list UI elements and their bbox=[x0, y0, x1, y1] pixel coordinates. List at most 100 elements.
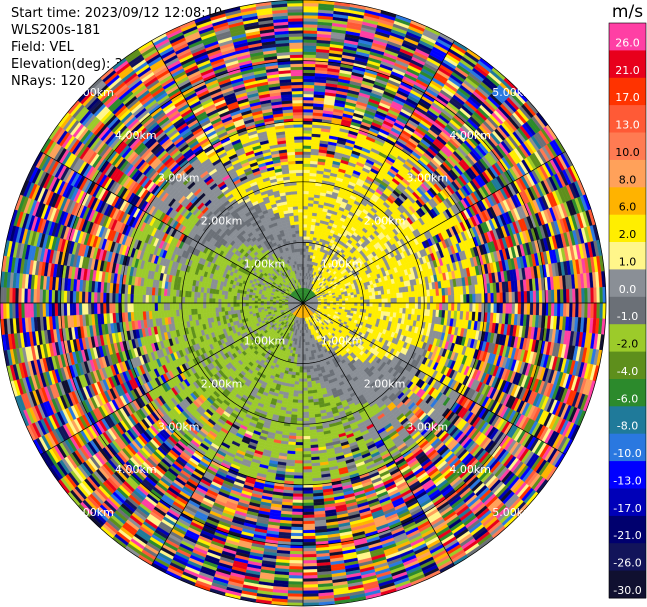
gate-cell bbox=[375, 294, 379, 300]
gate-cell bbox=[590, 287, 595, 304]
gate-cell bbox=[575, 302, 579, 318]
gate-cell bbox=[302, 245, 307, 249]
gate-cell bbox=[363, 299, 367, 304]
gate-cell bbox=[575, 288, 579, 304]
gate-cell bbox=[306, 233, 311, 237]
gate-cell bbox=[396, 297, 401, 304]
gate-cell bbox=[302, 211, 308, 216]
gate-cell bbox=[372, 306, 376, 311]
gate-cell bbox=[508, 291, 513, 304]
gate-cell bbox=[469, 302, 473, 313]
gate-cell bbox=[302, 157, 311, 161]
gate-cell bbox=[302, 5, 319, 10]
instrument-name-text: WLS200s-181 bbox=[11, 23, 101, 38]
gate-cell bbox=[466, 294, 470, 304]
gate-cell bbox=[302, 2, 319, 7]
gate-cell bbox=[307, 206, 314, 210]
gate-cell bbox=[348, 297, 352, 301]
gate-cell bbox=[411, 302, 416, 310]
gate-cell bbox=[520, 291, 525, 304]
gate-cell bbox=[599, 302, 604, 319]
gate-cell bbox=[396, 302, 401, 309]
gate-cell bbox=[442, 302, 446, 311]
gate-cell bbox=[429, 302, 434, 310]
field-text: Field: VEL bbox=[11, 40, 74, 55]
gate-cell bbox=[590, 302, 595, 319]
gate-cell bbox=[375, 302, 379, 308]
gate-cell bbox=[523, 291, 528, 304]
gate-cell bbox=[417, 296, 422, 304]
gate-cell bbox=[584, 287, 588, 304]
gate-cell bbox=[302, 154, 311, 158]
gate-cell bbox=[302, 130, 313, 134]
gate-cell bbox=[432, 295, 437, 304]
gate-cell bbox=[302, 196, 309, 201]
gate-cell bbox=[348, 302, 352, 306]
gate-cell bbox=[405, 297, 410, 304]
gate-cell bbox=[378, 302, 382, 308]
gate-cell bbox=[354, 305, 358, 309]
gate-cell bbox=[375, 298, 379, 304]
gate-cell bbox=[353, 294, 358, 298]
gate-cell bbox=[547, 289, 552, 304]
gate-cell bbox=[517, 302, 522, 315]
gate-cell bbox=[560, 302, 564, 317]
gate-cell bbox=[502, 292, 507, 304]
gate-cell bbox=[302, 199, 309, 204]
gate-cell bbox=[420, 302, 425, 310]
gate-cell bbox=[487, 293, 492, 304]
gate-cell bbox=[454, 302, 458, 312]
gate-cell bbox=[378, 306, 382, 312]
gate-cell bbox=[366, 306, 370, 311]
gate-cell bbox=[550, 302, 555, 317]
gate-cell bbox=[390, 302, 395, 308]
gate-cell bbox=[357, 299, 361, 304]
gate-cell bbox=[439, 295, 443, 304]
gate-cell bbox=[384, 293, 388, 299]
gate-cell bbox=[499, 302, 504, 314]
gate-cell bbox=[514, 302, 519, 315]
gate-cell bbox=[426, 302, 431, 310]
gate-cell bbox=[378, 298, 382, 304]
gate-cell bbox=[532, 302, 537, 316]
gate-cell bbox=[584, 302, 588, 319]
gate-cell bbox=[499, 292, 504, 304]
gate-cell bbox=[302, 63, 316, 68]
gate-cell bbox=[307, 215, 313, 219]
gate-cell bbox=[360, 302, 364, 307]
gate-cell bbox=[302, 75, 316, 80]
gate-cell bbox=[375, 306, 379, 312]
gate-cell bbox=[302, 54, 317, 59]
gate-cell bbox=[302, 39, 317, 43]
gate-cell bbox=[457, 302, 461, 312]
gate-cell bbox=[408, 308, 413, 315]
gate-cell bbox=[302, 90, 315, 95]
gate-cell bbox=[529, 290, 534, 304]
gate-cell bbox=[354, 297, 358, 301]
gate-cell bbox=[302, 190, 310, 195]
gate-cell bbox=[581, 288, 585, 304]
gate-cell bbox=[350, 294, 355, 299]
gate-cell bbox=[532, 290, 537, 304]
gate-cell bbox=[490, 292, 495, 304]
gate-cell bbox=[529, 302, 534, 316]
gate-cell bbox=[572, 302, 576, 318]
gate-cell bbox=[553, 289, 558, 304]
gate-cell bbox=[332, 299, 337, 302]
gate-cell bbox=[302, 8, 319, 13]
gate-cell bbox=[402, 302, 407, 309]
gate-cell bbox=[405, 302, 410, 309]
gate-cell bbox=[387, 293, 391, 299]
gate-cell bbox=[306, 221, 312, 225]
gate-cell bbox=[429, 296, 434, 304]
gate-cell bbox=[593, 302, 598, 319]
gate-cell bbox=[302, 257, 306, 261]
velocity-gates bbox=[0, 0, 607, 607]
gate-cell bbox=[408, 297, 413, 304]
gate-cell bbox=[372, 302, 376, 307]
gate-cell bbox=[496, 302, 501, 314]
gate-cell bbox=[302, 99, 314, 104]
gate-cell bbox=[357, 302, 361, 307]
gate-cell bbox=[475, 302, 479, 313]
gate-cell bbox=[305, 248, 309, 252]
